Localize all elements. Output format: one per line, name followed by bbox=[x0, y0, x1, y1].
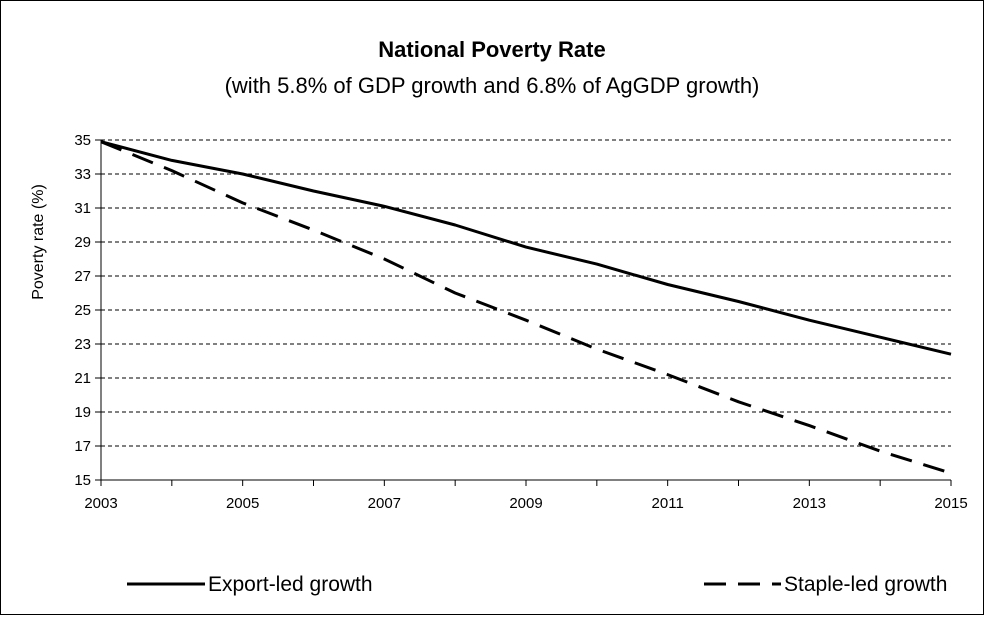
gridlines bbox=[101, 139, 951, 447]
y-tick-label: 27 bbox=[74, 268, 91, 285]
series-line-staple-led bbox=[100, 140, 952, 475]
y-tick-label: 33 bbox=[74, 166, 91, 183]
y-tick-label: 21 bbox=[74, 370, 91, 387]
series-line-export-led bbox=[100, 140, 952, 356]
legend: Export-led growth Staple-led growth bbox=[127, 573, 947, 596]
y-tick-label: 17 bbox=[74, 438, 91, 455]
legend-label: Staple-led growth bbox=[784, 573, 947, 596]
chart-subtitle: (with 5.8% of GDP growth and 6.8% of AgG… bbox=[225, 73, 760, 98]
y-tick-label: 25 bbox=[74, 302, 91, 319]
x-tick-label: 2007 bbox=[368, 495, 401, 512]
chart-title: National Poverty Rate bbox=[378, 37, 605, 62]
y-tick-label: 31 bbox=[74, 200, 91, 217]
x-tick-label: 2003 bbox=[84, 495, 117, 512]
y-tick-label: 19 bbox=[74, 404, 91, 421]
y-tick-label: 29 bbox=[74, 234, 91, 251]
x-tick-label: 2015 bbox=[934, 495, 967, 512]
x-tick-label: 2013 bbox=[793, 495, 826, 512]
x-tick-label: 2011 bbox=[652, 495, 684, 512]
series-lines bbox=[100, 140, 952, 475]
x-tick-label: 2005 bbox=[226, 495, 259, 512]
x-tick-label: 2009 bbox=[509, 495, 542, 512]
legend-label: Export-led growth bbox=[208, 573, 373, 596]
y-tick-label: 23 bbox=[74, 336, 91, 353]
axes: 35 33 31 29 27 25 23 21 19 17 15 2003 2005 2007 2009 20… bbox=[74, 132, 967, 512]
y-tick-label: 35 bbox=[74, 132, 91, 149]
y-tick-label: 15 bbox=[74, 472, 91, 489]
y-axis-label: Poverty rate (%) bbox=[30, 184, 47, 300]
